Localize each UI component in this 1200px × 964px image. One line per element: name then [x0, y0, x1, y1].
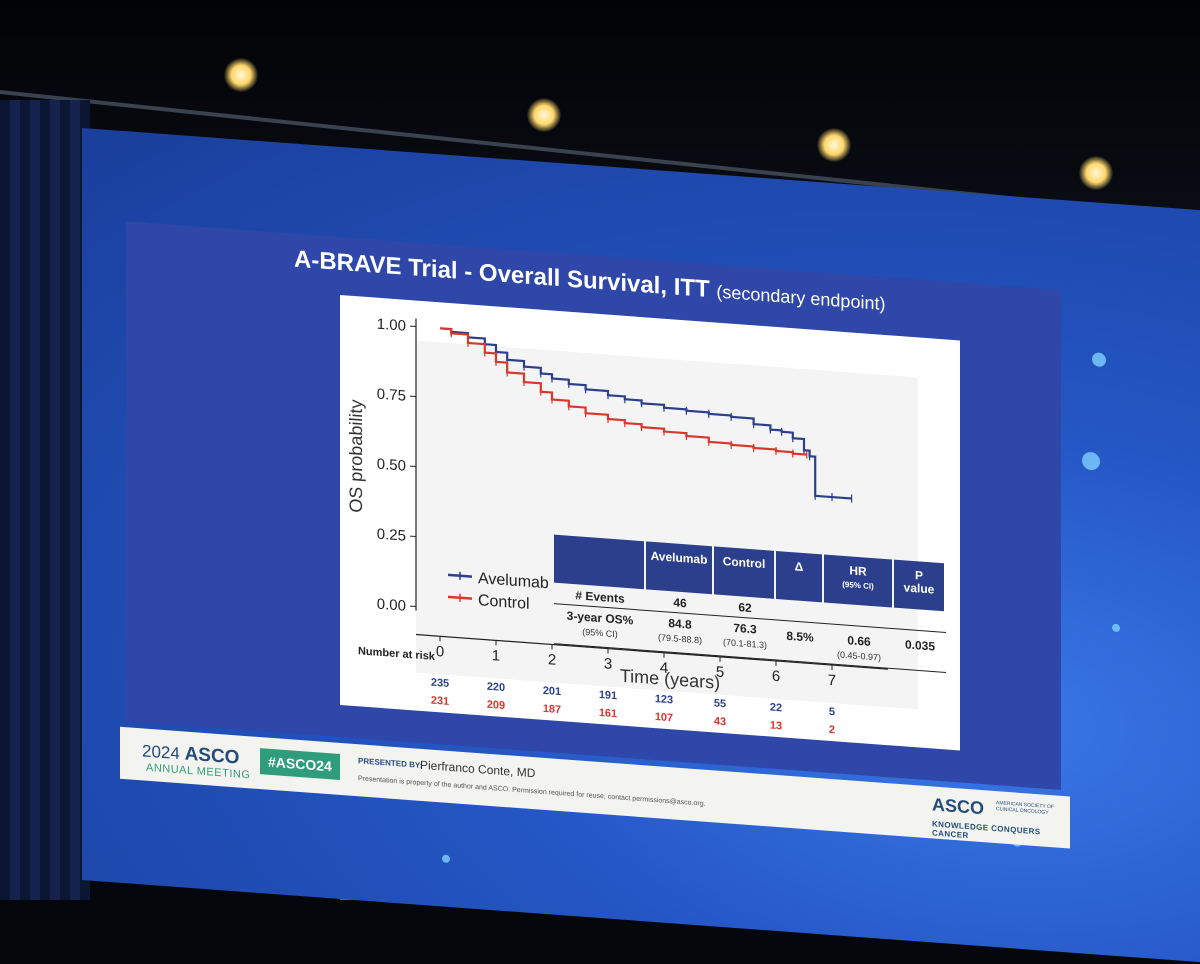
table-cell-delta: 8.5%	[786, 629, 814, 645]
footer-year: 2024	[142, 741, 180, 763]
risk-count-control: 107	[655, 711, 673, 724]
table-header-sublabel: value	[904, 580, 935, 596]
risk-count-avelumab: 201	[543, 685, 561, 698]
footer-asco-logo: ASCO	[932, 794, 984, 819]
footer-presented-by: PRESENTED BY:	[358, 756, 422, 770]
decorative-dot	[1092, 352, 1106, 367]
table-cell-avelumab: 84.8	[668, 616, 692, 632]
table-header-cell	[554, 535, 644, 590]
y-tick-label: 1.00	[377, 316, 406, 335]
table-cell-p-value: 0.035	[905, 637, 935, 653]
x-tick-label: 1	[492, 647, 500, 665]
slide-title-main: A-BRAVE Trial - Overall Survival, ITT	[294, 246, 710, 304]
stage-light	[1079, 156, 1113, 190]
projection-screen: A-BRAVE Trial - Overall Survival, ITT (s…	[82, 128, 1200, 964]
decorative-dot	[442, 854, 450, 863]
table-cell-avelumab: 46	[673, 595, 687, 610]
footer-hashtag: #ASCO24	[260, 748, 340, 780]
footer-notice: Presentation is property of the author a…	[358, 775, 706, 808]
risk-count-control: 161	[599, 707, 617, 720]
decorative-dot	[1082, 451, 1100, 470]
table-cell-hr: 0.66	[847, 633, 871, 649]
x-tick-label: 3	[604, 655, 612, 673]
risk-count-control: 231	[431, 695, 449, 708]
x-tick-label: 7	[828, 672, 836, 690]
risk-count-avelumab: 235	[431, 677, 449, 690]
x-tick-label: 0	[436, 643, 444, 661]
risk-count-avelumab: 123	[655, 693, 673, 706]
risk-count-control: 43	[714, 715, 726, 728]
risk-count-control: 187	[543, 703, 561, 716]
decorative-dot	[1112, 624, 1120, 633]
table-header-label: HR	[849, 563, 867, 578]
footer-presenter: Pierfranco Conte, MD	[420, 758, 535, 780]
slide-title-suffix: (secondary endpoint)	[716, 282, 885, 314]
risk-count-control: 209	[487, 699, 505, 712]
y-tick-label: 0.50	[377, 456, 406, 475]
y-tick-label: 0.25	[377, 526, 406, 545]
footer-motto: KNOWLEDGE CONQUERS CANCER	[932, 819, 1070, 847]
stage-light	[817, 128, 851, 162]
risk-count-avelumab: 191	[599, 689, 617, 702]
risk-count-avelumab: 22	[770, 702, 782, 715]
table-cell-control: 76.3	[733, 621, 757, 637]
legend-label-control: Control	[478, 591, 530, 613]
risk-count-avelumab: 55	[714, 697, 726, 710]
y-axis-label: OS probability	[346, 399, 366, 513]
y-tick-label: 0.00	[377, 596, 406, 615]
stage-light	[224, 58, 258, 92]
stage-curtain	[0, 100, 90, 900]
risk-count-avelumab: 5	[829, 706, 835, 718]
x-tick-label: 6	[772, 668, 780, 686]
risk-count-control: 2	[829, 724, 835, 736]
stage-light	[527, 98, 561, 132]
risk-count-avelumab: 220	[487, 681, 505, 694]
x-tick-label: 2	[548, 651, 556, 669]
footer-asco-subtitle: AMERICAN SOCIETY OF CLINICAL ONCOLOGY	[996, 800, 1066, 817]
slide: A-BRAVE Trial - Overall Survival, ITT (s…	[126, 221, 1061, 790]
y-tick-label: 0.75	[377, 386, 406, 405]
table-header-label: Δ	[795, 559, 804, 574]
table-cell-control: 62	[738, 600, 752, 615]
risk-count-control: 13	[770, 720, 782, 733]
